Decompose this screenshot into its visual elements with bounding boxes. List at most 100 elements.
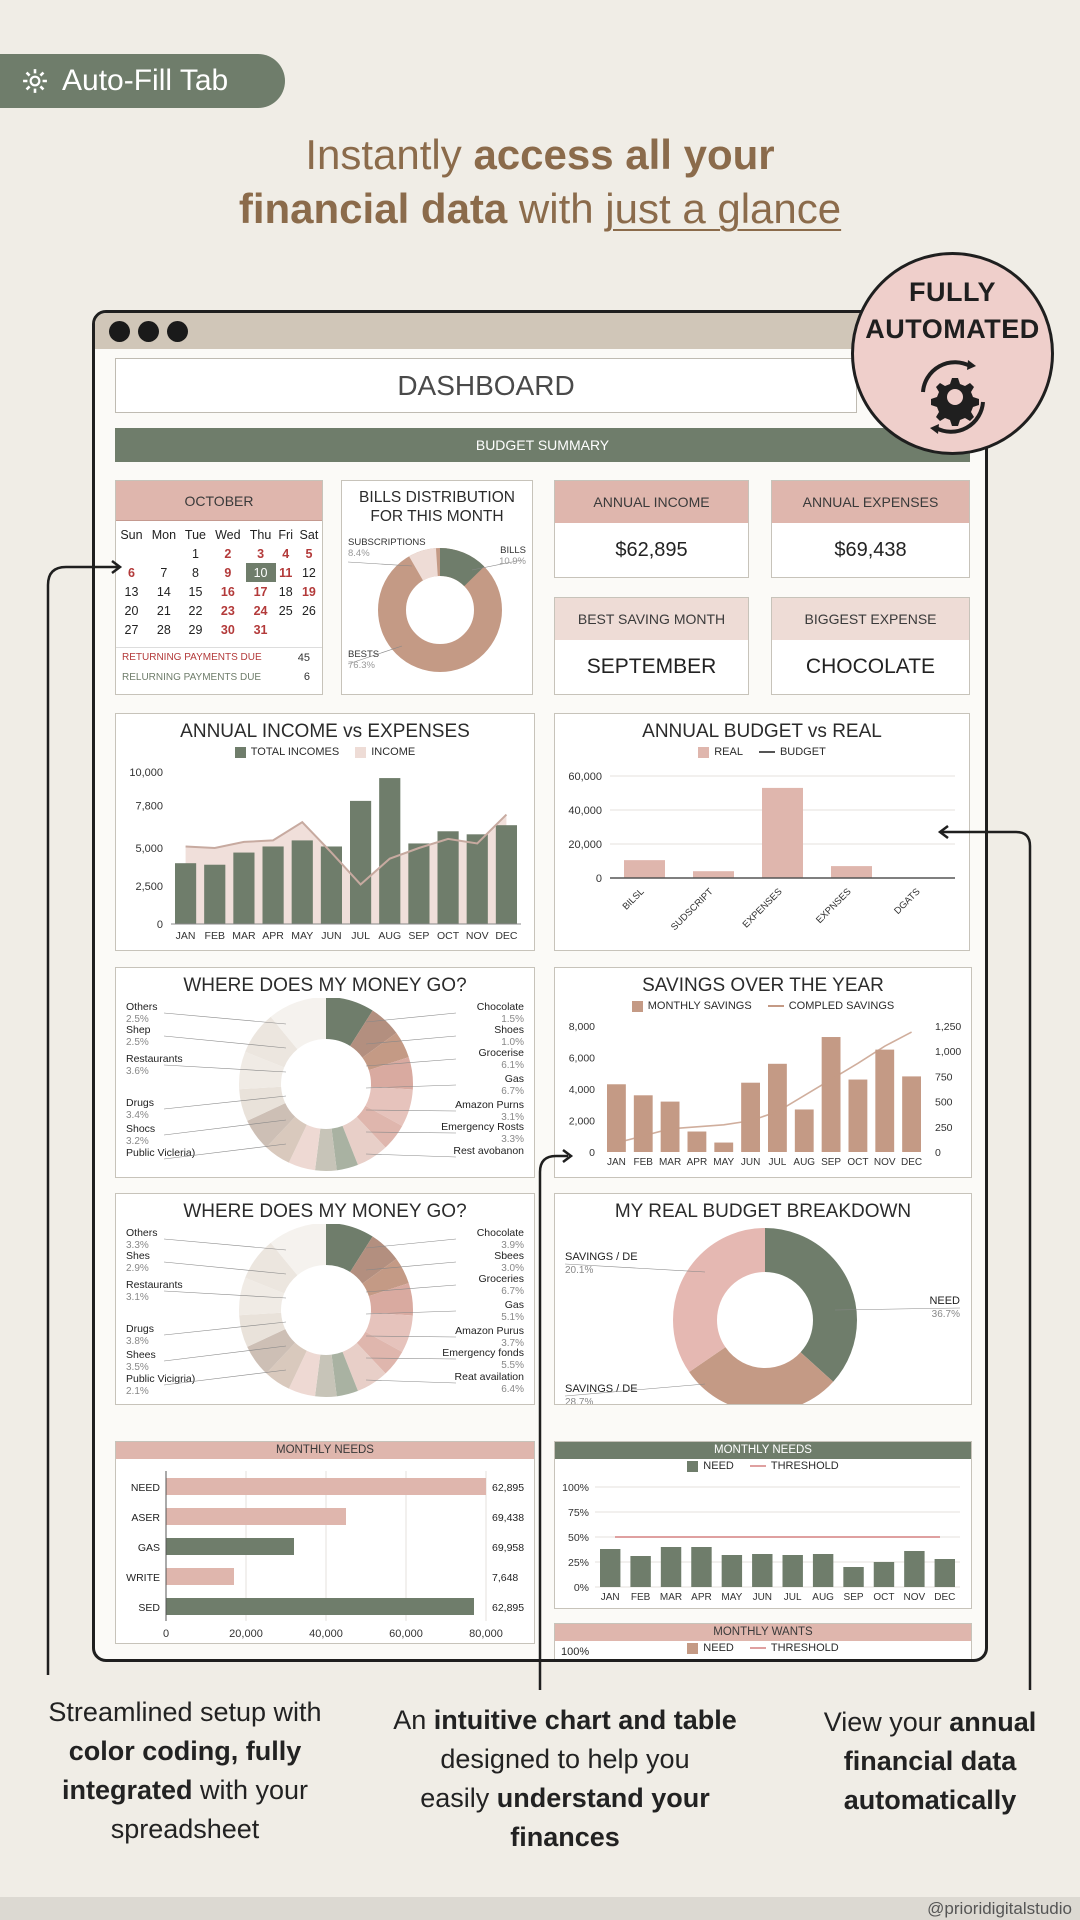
day[interactable]: 24 (253, 603, 268, 618)
window-titlebar (95, 313, 985, 349)
day[interactable]: 7 (160, 565, 168, 580)
axis-label: FEB (631, 1592, 651, 1603)
donut-slice-bills (378, 548, 502, 672)
window-dot[interactable] (167, 320, 188, 342)
window-dot[interactable] (109, 320, 130, 342)
day[interactable]: 21 (156, 603, 171, 618)
card-label: ANNUAL EXPENSES (772, 481, 969, 523)
axis-label: NOV (466, 930, 489, 942)
weekday: Thu (249, 527, 272, 542)
day[interactable]: 30 (220, 622, 235, 637)
axis-tick: 6,000 (569, 1053, 595, 1065)
bar-need (934, 1559, 955, 1587)
day[interactable]: 16 (220, 584, 235, 599)
donut-slice (239, 1224, 413, 1397)
legend-pct-right: 1.5% (501, 1014, 524, 1025)
day[interactable]: 28 (156, 622, 171, 637)
axis-label: MAR (659, 1157, 681, 1168)
chart-title: WHERE DOES MY MONEY GO? (183, 975, 467, 996)
day-selected[interactable]: 10 (245, 563, 276, 582)
day[interactable]: 20 (124, 603, 139, 618)
recurring-payments: RELURNING PAYMENTS DUE 6 (122, 671, 310, 683)
monthly-needs-percent: MONTHLY NEEDS NEED THRESHOLD 0% 25% 50% 75%… (554, 1441, 972, 1609)
day[interactable]: 12 (301, 565, 316, 580)
axis-label: AUG (793, 1157, 815, 1168)
day[interactable]: 23 (220, 603, 235, 618)
legend-pct-right: 3.0% (501, 1263, 524, 1274)
day[interactable]: 13 (124, 584, 139, 599)
slice-label: SAVINGS / DE (565, 1383, 638, 1395)
day[interactable] (116, 544, 147, 563)
day[interactable]: 18 (278, 584, 293, 599)
leader-line (163, 1064, 287, 1073)
axis-tick: 4,000 (569, 1084, 595, 1096)
bar-total-incomes (437, 831, 459, 924)
returning-payments: RETURNING PAYMENTS DUE 45 (116, 647, 322, 667)
label-subscriptions: SUBSCRIPTIONS 8.4% (348, 537, 426, 559)
axis-tick: 60,000 (389, 1628, 423, 1640)
auto-fill-tab[interactable]: Auto-Fill Tab (0, 54, 285, 108)
card-value: $62,895 (615, 539, 688, 561)
day[interactable]: 15 (188, 584, 203, 599)
day[interactable]: 2 (224, 546, 232, 561)
day[interactable]: 14 (156, 584, 171, 599)
legend-pct-left: 3.8% (126, 1336, 149, 1347)
weekday: Sat (299, 527, 319, 542)
legend-label-left: Others (126, 1001, 158, 1013)
day[interactable]: 25 (278, 603, 293, 618)
day[interactable]: 22 (188, 603, 203, 618)
day[interactable]: 9 (224, 565, 232, 580)
chart-legend: NEED THRESHOLD (555, 1642, 971, 1654)
axis-tick: 0 (596, 873, 602, 885)
day[interactable]: 29 (188, 622, 203, 637)
window-dot[interactable] (138, 320, 159, 342)
axis-label: JUN (753, 1592, 772, 1603)
legend-label-right: Amazon Purus (455, 1325, 524, 1337)
day[interactable]: 8 (191, 565, 199, 580)
bar-need (752, 1554, 773, 1587)
day[interactable]: 4 (282, 546, 290, 561)
leader-line (163, 1143, 287, 1160)
day[interactable]: 5 (305, 546, 313, 561)
day[interactable]: 26 (301, 603, 316, 618)
day[interactable]: 17 (253, 584, 268, 599)
slice-pct: 28.7% (565, 1397, 593, 1404)
day[interactable] (296, 620, 322, 639)
bar-total-incomes (350, 800, 372, 924)
legend-label-left: Public Vicleria) (126, 1147, 195, 1159)
income-expenses-chart: ANNUAL INCOME vs EXPENSES TOTAL INCOMES … (115, 713, 535, 951)
label-bests: BESTS 76.3% (348, 649, 380, 671)
bar-need (630, 1556, 651, 1587)
day[interactable]: 1 (191, 546, 199, 561)
legend-label-right: Sbees (494, 1250, 524, 1262)
day[interactable]: 11 (279, 565, 293, 580)
legend-pct-right: 6.1% (501, 1060, 524, 1071)
bar-monthly-need (166, 1478, 486, 1495)
day[interactable]: 3 (257, 546, 265, 561)
day[interactable] (147, 544, 181, 563)
axis-tick: 10,000 (129, 767, 163, 779)
legend-pct-left: 3.5% (126, 1362, 149, 1373)
annual-expenses-card: ANNUAL EXPENSES $69,438 (771, 480, 970, 578)
chart-title: ANNUAL BUDGET vs REAL (642, 721, 882, 742)
legend-item: TOTAL INCOMES (234, 746, 339, 758)
bar-real (831, 866, 872, 878)
axis-label: SEP (408, 930, 429, 942)
legend-label-right: Reat availation (455, 1371, 525, 1383)
calendar-month: OCTOBER (116, 481, 322, 521)
leader-line (365, 1238, 457, 1249)
tab-label: Auto-Fill Tab (62, 64, 229, 97)
monthly-needs-plot: 0 20,000 40,000 60,000 80,000 NEED 62,895 ASER 6… (126, 1471, 524, 1640)
day[interactable]: 19 (301, 584, 316, 599)
leader-line (365, 1058, 457, 1067)
weekday: Sun (120, 527, 143, 542)
bills-title: BILLS DISTRIBUTION FOR THIS MONTH (359, 489, 515, 525)
day[interactable]: 27 (124, 622, 139, 637)
weekday: Mon (151, 527, 177, 542)
day[interactable] (276, 620, 296, 639)
day[interactable]: 31 (253, 622, 268, 637)
day[interactable]: 6 (128, 565, 135, 580)
annual-income-card: ANNUAL INCOME $62,895 (554, 480, 749, 578)
bar-total-incomes (408, 843, 430, 924)
